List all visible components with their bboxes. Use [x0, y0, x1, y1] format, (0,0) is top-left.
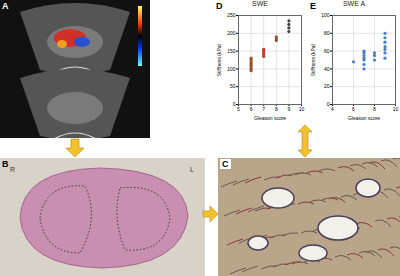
svg-text:Stiffness (kPa): Stiffness (kPa): [216, 43, 222, 76]
svg-text:80: 80: [324, 30, 330, 36]
html-text:D: D: [216, 1, 223, 11]
html-text:C: C: [222, 159, 229, 169]
svg-text:4: 4: [331, 106, 334, 112]
svg-text:20: 20: [324, 83, 330, 89]
svg-text:8: 8: [373, 106, 376, 112]
svg-text:10: 10: [299, 106, 305, 112]
svg-text:60: 60: [324, 48, 330, 54]
svg-text:0: 0: [233, 101, 236, 107]
svg-text:Gleason score: Gleason score: [348, 115, 380, 121]
svg-text:200: 200: [227, 30, 236, 36]
html-text:E: E: [310, 1, 316, 11]
svg-text:250: 250: [227, 12, 236, 18]
svg-text:40: 40: [324, 66, 330, 72]
svg-text:8: 8: [275, 106, 278, 112]
svg-text:L: L: [190, 166, 194, 173]
svg-text:7: 7: [262, 106, 265, 112]
svg-text:9: 9: [288, 106, 291, 112]
svg-text:50: 50: [230, 83, 236, 89]
svg-text:6: 6: [250, 106, 253, 112]
svg-text:Stiffness (kPa): Stiffness (kPa): [310, 43, 316, 76]
html-text:B: B: [2, 159, 9, 169]
svg-text:5: 5: [237, 106, 240, 112]
svg-text:100: 100: [227, 66, 236, 72]
svg-text:R: R: [10, 166, 15, 173]
svg-text:150: 150: [227, 48, 236, 54]
svg-text:10: 10: [393, 106, 399, 112]
html-text:SWE A: SWE A: [342, 0, 366, 7]
svg-text:6: 6: [352, 106, 355, 112]
svg-text:0: 0: [327, 101, 330, 107]
svg-text:100: 100: [321, 12, 330, 18]
svg-text:Gleason score: Gleason score: [254, 115, 286, 121]
html-text:A: A: [2, 1, 9, 11]
html-text:SWE: SWE: [252, 0, 268, 7]
